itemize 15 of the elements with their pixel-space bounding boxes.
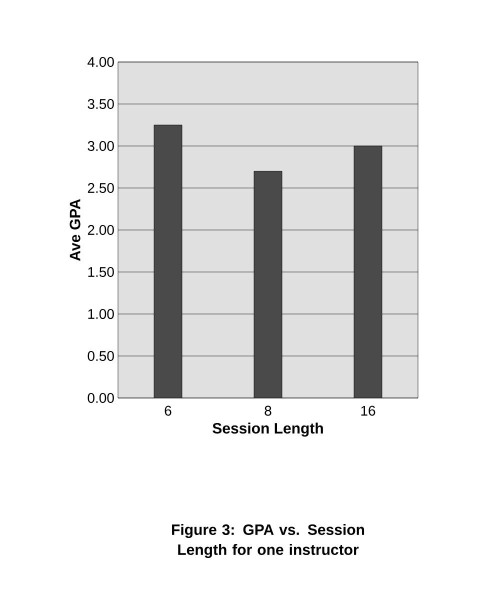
text: Figure 3: GPA vs. Session Length for one instructor	[172, 524, 364, 558]
x-tick-label: 8	[264, 406, 272, 416]
x-tick-label: 16	[361, 406, 376, 416]
y-tick-label: 4.00	[88, 57, 114, 67]
y-tick-label: 2.50	[88, 183, 114, 193]
y-tick-label: 3.00	[88, 141, 114, 151]
y-tick-label: 3.50	[88, 99, 114, 109]
y-tick-label: 0.00	[88, 393, 114, 403]
y-tick-label: 0.50	[88, 351, 114, 361]
x-axis-title: Session Length	[212, 422, 323, 437]
x-tick-label: 6	[164, 406, 172, 416]
y-tick-label: 2.00	[88, 225, 114, 235]
y-axis-title: Ave GPA	[70, 199, 80, 261]
y-tick-label: 1.50	[88, 267, 114, 277]
y-tick-label: 1.00	[88, 309, 114, 319]
